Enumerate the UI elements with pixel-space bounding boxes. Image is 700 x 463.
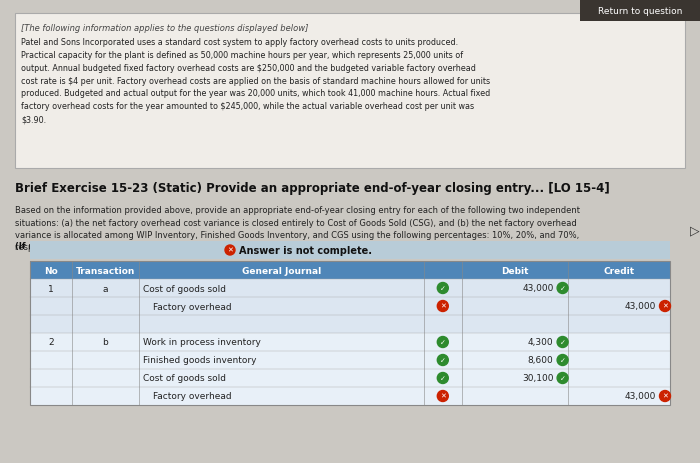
Circle shape	[557, 355, 568, 366]
Text: Factory overhead: Factory overhead	[153, 392, 232, 400]
Text: ✓: ✓	[440, 357, 446, 363]
FancyBboxPatch shape	[30, 351, 670, 369]
FancyBboxPatch shape	[30, 279, 670, 297]
Circle shape	[225, 245, 235, 256]
Text: 43,000: 43,000	[522, 284, 554, 293]
Text: Work in process inventory: Work in process inventory	[143, 338, 260, 347]
Text: Debit: Debit	[501, 266, 528, 275]
Text: 4,300: 4,300	[528, 338, 554, 347]
Text: (If no entry is required for a transaction/event, select "No journal entry requi: (If no entry is required for a transacti…	[15, 242, 529, 250]
Text: Return to question: Return to question	[598, 6, 682, 15]
Text: [The following information applies to the questions displayed below]: [The following information applies to th…	[21, 24, 309, 33]
FancyBboxPatch shape	[15, 14, 685, 169]
Text: ▷: ▷	[690, 224, 699, 237]
FancyBboxPatch shape	[30, 369, 670, 387]
Text: ✕: ✕	[662, 303, 668, 309]
Text: Factory overhead: Factory overhead	[153, 302, 232, 311]
Text: ✓: ✓	[560, 357, 566, 363]
Circle shape	[438, 283, 448, 294]
Circle shape	[438, 301, 448, 312]
FancyBboxPatch shape	[30, 387, 670, 405]
Text: ✕: ✕	[440, 303, 446, 309]
Text: ✕: ✕	[440, 393, 446, 399]
Circle shape	[659, 301, 671, 312]
Circle shape	[557, 337, 568, 348]
Text: Answer is not complete.: Answer is not complete.	[239, 245, 372, 256]
FancyBboxPatch shape	[30, 297, 670, 315]
Circle shape	[438, 337, 448, 348]
Text: Credit: Credit	[603, 266, 634, 275]
Text: a: a	[102, 284, 108, 293]
Circle shape	[438, 373, 448, 384]
Circle shape	[557, 283, 568, 294]
Text: Patel and Sons Incorporated uses a standard cost system to apply factory overhea: Patel and Sons Incorporated uses a stand…	[21, 38, 490, 124]
Circle shape	[557, 373, 568, 384]
Text: Cost of goods sold: Cost of goods sold	[143, 374, 226, 383]
Text: ✓: ✓	[560, 339, 566, 345]
Circle shape	[659, 391, 671, 401]
Text: 2: 2	[48, 338, 54, 347]
Text: No: No	[44, 266, 57, 275]
Text: b: b	[102, 338, 108, 347]
Circle shape	[438, 355, 448, 366]
Circle shape	[438, 391, 448, 401]
Text: 30,100: 30,100	[522, 374, 554, 383]
Text: ✓: ✓	[440, 375, 446, 381]
Text: ✕: ✕	[227, 247, 233, 253]
Text: Based on the information provided above, provide an appropriate end-of-year clos: Based on the information provided above,…	[15, 206, 580, 252]
Text: Cost of goods sold: Cost of goods sold	[143, 284, 226, 293]
Text: General Journal: General Journal	[241, 266, 321, 275]
FancyBboxPatch shape	[30, 333, 670, 351]
Text: Brief Exercise 15-23 (Static) Provide an appropriate end-of-year closing entry..: Brief Exercise 15-23 (Static) Provide an…	[15, 181, 610, 194]
Text: ✓: ✓	[560, 285, 566, 291]
FancyBboxPatch shape	[30, 242, 670, 259]
Text: Finished goods inventory: Finished goods inventory	[143, 356, 256, 365]
FancyBboxPatch shape	[30, 315, 670, 333]
Text: ✓: ✓	[440, 285, 446, 291]
FancyBboxPatch shape	[580, 0, 700, 22]
Text: 1: 1	[48, 284, 54, 293]
Text: 43,000: 43,000	[624, 302, 656, 311]
FancyBboxPatch shape	[30, 262, 670, 279]
Text: 8,600: 8,600	[528, 356, 554, 365]
Bar	[30, 262, 670, 405]
Text: 43,000: 43,000	[624, 392, 656, 400]
Text: Transaction: Transaction	[76, 266, 135, 275]
Text: ✓: ✓	[560, 375, 566, 381]
Text: ✓: ✓	[440, 339, 446, 345]
Text: ✕: ✕	[662, 393, 668, 399]
